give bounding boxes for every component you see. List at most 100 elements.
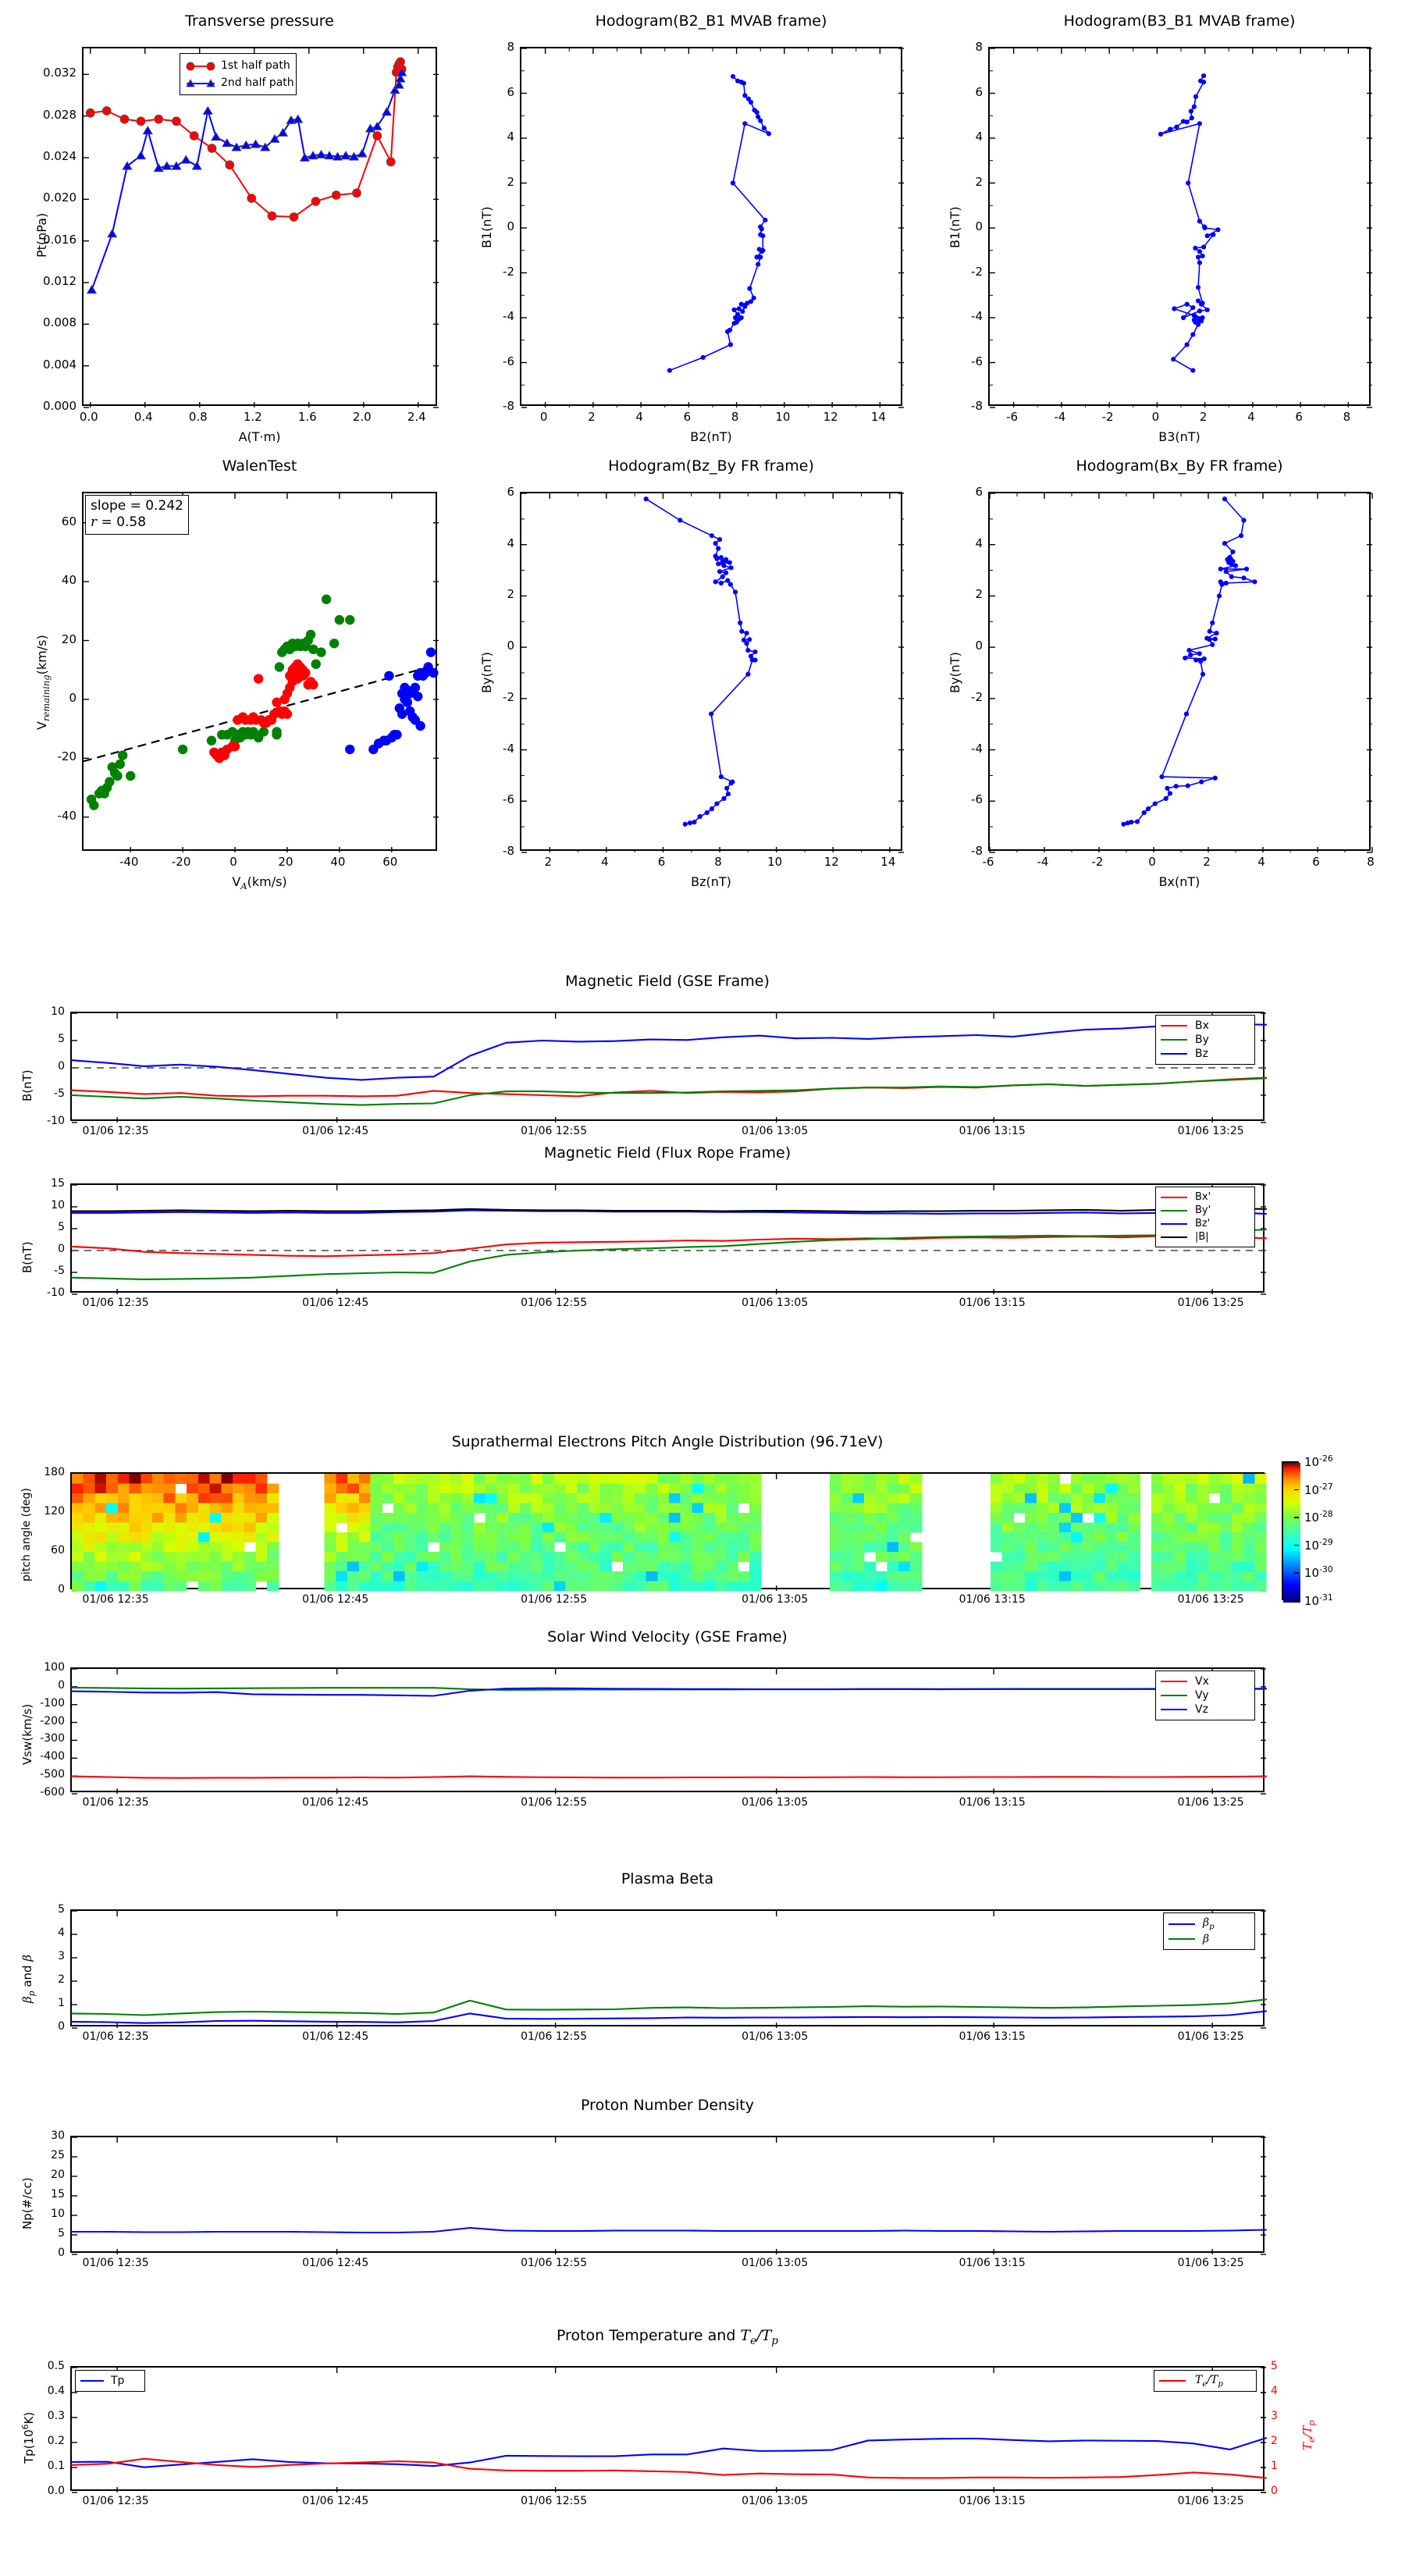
- legend-line-swatch: [1161, 1222, 1187, 1225]
- transverse-pressure-ytick: 0.008: [43, 315, 76, 330]
- solar-wind-velocity-ytick: -200: [40, 1714, 65, 1727]
- colorbar-tick: [1294, 1544, 1299, 1546]
- proton-number-density-xtick: 01/06 13:05: [742, 2257, 809, 2269]
- colorbar-tick-label: 10-28: [1304, 1509, 1333, 1525]
- hodogram-b2-b1-ytick: 8: [507, 40, 514, 54]
- colorbar-tick: [1294, 1600, 1299, 1602]
- hodogram-b3-b1-xtick: 4: [1247, 410, 1255, 424]
- solar-wind-velocity-legend[interactable]: Vx Vy Vz: [1155, 1670, 1255, 1720]
- hodogram-b2-b1-xtick: 12: [823, 410, 838, 424]
- legend-marker-triangle: [185, 77, 216, 88]
- magnetic-field-gse-ytick: 10: [51, 1005, 65, 1018]
- hodogram-bz-by-ytick: 0: [507, 639, 514, 653]
- solar-wind-velocity-ytick: -400: [40, 1750, 65, 1763]
- legend-item: By: [1161, 1033, 1250, 1047]
- plasma-beta-ytick: 2: [58, 1973, 65, 1986]
- hodogram-bz-by-xtick: 10: [767, 855, 783, 869]
- hodogram-bz-by-xlabel: Bz(nT): [691, 874, 731, 889]
- legend-item: 2nd half path: [185, 74, 294, 91]
- pitch-angle-distribution-xtick: 01/06 13:15: [959, 1593, 1026, 1606]
- hodogram-bx-by-ytick: -4: [971, 741, 983, 756]
- magnetic-field-fr-xtick: 01/06 13:25: [1177, 1297, 1244, 1309]
- pitch-angle-distribution-ytick: 0: [58, 1583, 65, 1596]
- colorbar-tick: [1294, 1489, 1299, 1491]
- hodogram-bx-by-ytick: -2: [971, 689, 983, 704]
- pitch-angle-distribution-ytick: 120: [44, 1505, 65, 1517]
- magnetic-field-fr-legend[interactable]: Bx' By' Bz' |B|: [1155, 1187, 1255, 1247]
- proton-temperature-right-ytick: 4: [1271, 2385, 1278, 2397]
- plasma-beta-legend[interactable]: βp β: [1163, 1912, 1255, 1950]
- proton-number-density-ytick: 0: [58, 2247, 65, 2259]
- hodogram-bx-by-ytick: -6: [971, 792, 983, 807]
- hodogram-b2-b1-xtick: 2: [588, 410, 596, 424]
- hodogram-bz-by-ytick: 4: [507, 535, 514, 550]
- transverse-pressure-title: Transverse pressure: [185, 12, 334, 30]
- transverse-pressure-xtick: 2.0: [352, 410, 372, 424]
- magnetic-field-gse-legend[interactable]: Bx By Bz: [1155, 1015, 1255, 1065]
- solar-wind-velocity-title: Solar Wind Velocity (GSE Frame): [547, 1628, 788, 1646]
- hodogram-bz-by-xtick: 6: [657, 855, 666, 869]
- legend-item: βp: [1168, 1916, 1250, 1931]
- legend-label: Bz': [1195, 1218, 1211, 1229]
- hodogram-bz-by-panel: Hodogram(Bz_By FR frame) 2 4 6 8 10 12 14 -8 -6 -4…: [468, 457, 937, 890]
- proton-temperature-ytick: 0.4: [47, 2385, 65, 2397]
- magnetic-field-gse-panel: Magnetic Field (GSE Frame) 01/06 12:35 01/…: [0, 973, 1405, 1147]
- transverse-pressure-axes: [82, 47, 439, 408]
- hodogram-b3-b1-ytick: -6: [971, 354, 983, 368]
- magnetic-field-gse-xtick: 01/06 13:15: [959, 1125, 1026, 1137]
- hodogram-b2-b1-title: Hodogram(B2_B1 MVAB frame): [595, 12, 827, 30]
- magnetic-field-fr-ytick: 0: [58, 1243, 65, 1255]
- walen-test-xtick: 0: [229, 855, 237, 869]
- legend-line-swatch: [1168, 1923, 1195, 1925]
- proton-temperature-ytick: 0.1: [47, 2460, 65, 2472]
- transverse-pressure-xtick: 0.0: [79, 410, 98, 424]
- proton-temperature-legend-right[interactable]: Te/Tp: [1154, 2370, 1257, 2392]
- hodogram-b3-b1-ytick: 4: [975, 130, 983, 144]
- magnetic-field-fr-xtick: 01/06 12:45: [302, 1297, 369, 1309]
- proton-number-density-axes: [70, 2136, 1268, 2255]
- plasma-beta-axes: [70, 1909, 1268, 2029]
- transverse-pressure-panel: Transverse pressure 0.0 0.4 0.8 1.2 1.6 2.0 2.4…: [23, 12, 445, 445]
- hodogram-bz-by-xtick: 8: [714, 855, 722, 869]
- proton-temperature-right-ytick: 0: [1271, 2485, 1278, 2497]
- magnetic-field-fr-ylabel: B(nT): [20, 1241, 34, 1273]
- hodogram-b2-b1-ytick: -8: [503, 399, 514, 413]
- transverse-pressure-legend[interactable]: 1st half path 2nd half path: [180, 53, 297, 95]
- walen-test-ylabel: Vremaining(km/s): [34, 635, 52, 730]
- walen-test-panel: WalenTest -40 -20 0 20 40 60 -40 -20 0 20 40 60 VA(km…: [23, 457, 445, 891]
- transverse-pressure-ytick: 0.028: [43, 107, 76, 122]
- plasma-beta-xtick: 01/06 12:45: [302, 2030, 369, 2043]
- colorbar-tick-label: 10-29: [1304, 1536, 1333, 1553]
- hodogram-bx-by-xtick: 4: [1257, 855, 1265, 869]
- hodogram-bz-by-ytick: 2: [507, 587, 514, 602]
- hodogram-bz-by-xtick: 14: [880, 855, 896, 869]
- hodogram-bx-by-xtick: 8: [1367, 855, 1375, 869]
- magnetic-field-fr-axes: [70, 1183, 1268, 1295]
- hodogram-bx-by-ytick: 0: [975, 639, 983, 653]
- hodogram-bz-by-xtick: 2: [544, 855, 553, 869]
- hodogram-b3-b1-xtick: 0: [1151, 410, 1160, 424]
- legend-line-swatch: [1161, 1709, 1187, 1710]
- hodogram-bx-by-ylabel: By(nT): [948, 652, 962, 693]
- solar-wind-velocity-ytick: -300: [40, 1732, 65, 1745]
- magnetic-field-fr-ytick: -5: [54, 1265, 65, 1277]
- plasma-beta-xtick: 01/06 13:15: [959, 2030, 1026, 2043]
- hodogram-bx-by-xtick: -4: [1037, 855, 1049, 869]
- proton-temperature-legend-left[interactable]: Tp: [75, 2370, 145, 2392]
- walen-test-axes: [82, 492, 439, 852]
- magnetic-field-gse-ytick: -5: [54, 1087, 65, 1100]
- plasma-beta-ytick: 5: [58, 1903, 65, 1916]
- colorbar-tick-label: 10-30: [1304, 1564, 1333, 1581]
- magnetic-field-gse-ytick: -10: [47, 1115, 65, 1127]
- proton-temperature-xtick: 01/06 12:45: [302, 2495, 369, 2507]
- legend-item: Vy: [1161, 1688, 1250, 1703]
- hodogram-b3-b1-xtick: 2: [1199, 410, 1208, 424]
- proton-number-density-ytick: 15: [51, 2188, 65, 2201]
- proton-temperature-right-ytick: 3: [1271, 2410, 1278, 2422]
- magnetic-field-fr-ytick: 10: [51, 1199, 65, 1212]
- legend-item: |B|: [1161, 1230, 1250, 1244]
- pitch-angle-colorbar: [1282, 1461, 1300, 1603]
- transverse-pressure-ytick: 0.004: [43, 357, 76, 372]
- pitch-angle-distribution-xtick: 01/06 12:35: [82, 1593, 149, 1606]
